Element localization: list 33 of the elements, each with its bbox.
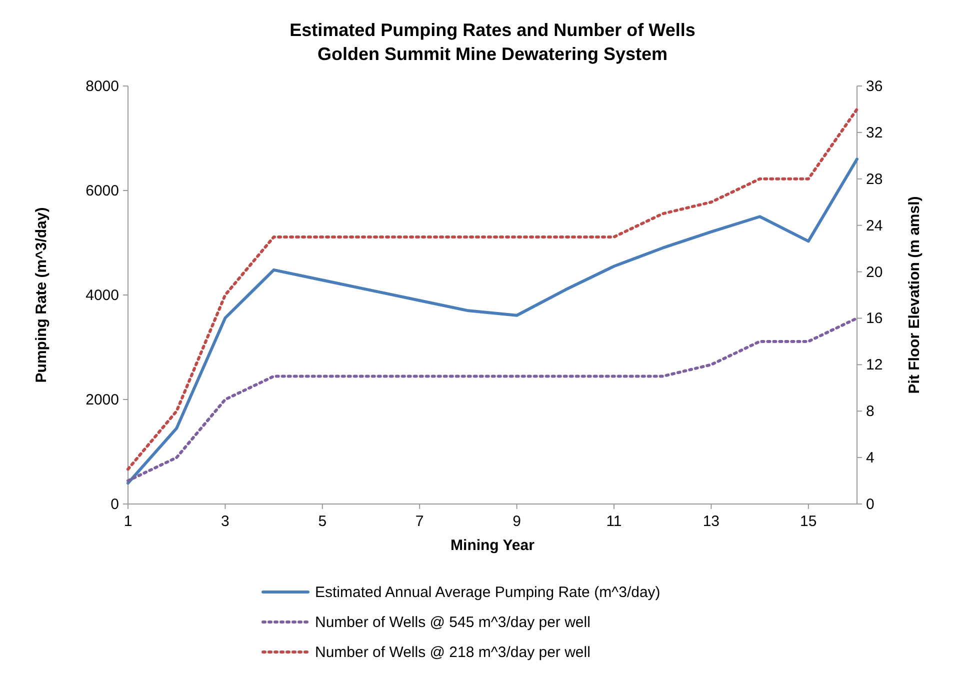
- y-tick-label: 6000: [86, 182, 119, 200]
- x-tick-label: 13: [702, 513, 720, 530]
- y2-tick-label: 8: [866, 403, 874, 420]
- y2-tick-label: 4: [866, 450, 874, 467]
- y-tick-label: 8000: [86, 78, 119, 95]
- x-tick-label: 11: [606, 513, 622, 530]
- legend-label: Number of Wells @ 545 m^3/day per well: [315, 614, 590, 631]
- y2-tick-label: 20: [866, 264, 883, 281]
- legend-label: Number of Wells @ 218 m^3/day per well: [315, 644, 590, 661]
- x-tick-label: 3: [221, 513, 230, 530]
- x-tick-label: 15: [800, 513, 817, 530]
- line-series: [126, 108, 858, 471]
- x-tick-label: 1: [124, 513, 132, 530]
- y2-tick-label: 12: [866, 356, 883, 374]
- line-series: [126, 158, 858, 485]
- y2-tick-label: 24: [866, 217, 883, 234]
- y2-tick-label: 36: [866, 78, 883, 95]
- x-axis-title: Mining Year: [450, 537, 535, 554]
- line-series: [126, 316, 858, 482]
- y2-tick-label: 0: [866, 496, 874, 513]
- y2-tick-label: 16: [866, 310, 883, 328]
- legend-label: Estimated Annual Average Pumping Rate (m^3/day): [315, 584, 660, 601]
- y-axis-title: Pumping Rate (m^3/day): [33, 207, 50, 383]
- x-tick-label: 5: [318, 513, 327, 530]
- y2-tick-label: 32: [866, 124, 883, 142]
- chart-title: Estimated Pumping Rates and Number of Wells Golden Summit Mine Dewatering System: [290, 20, 696, 64]
- y2-axis-title: Pit Floor Elevation (m amsl): [906, 196, 923, 394]
- y-tick-label: 4000: [86, 287, 119, 304]
- x-tick-label: 9: [512, 513, 521, 530]
- y2-tick-label: 28: [866, 170, 883, 188]
- y-tick-label: 0: [110, 496, 119, 513]
- y-tick-label: 2000: [86, 392, 119, 408]
- x-tick-label: 7: [415, 513, 424, 530]
